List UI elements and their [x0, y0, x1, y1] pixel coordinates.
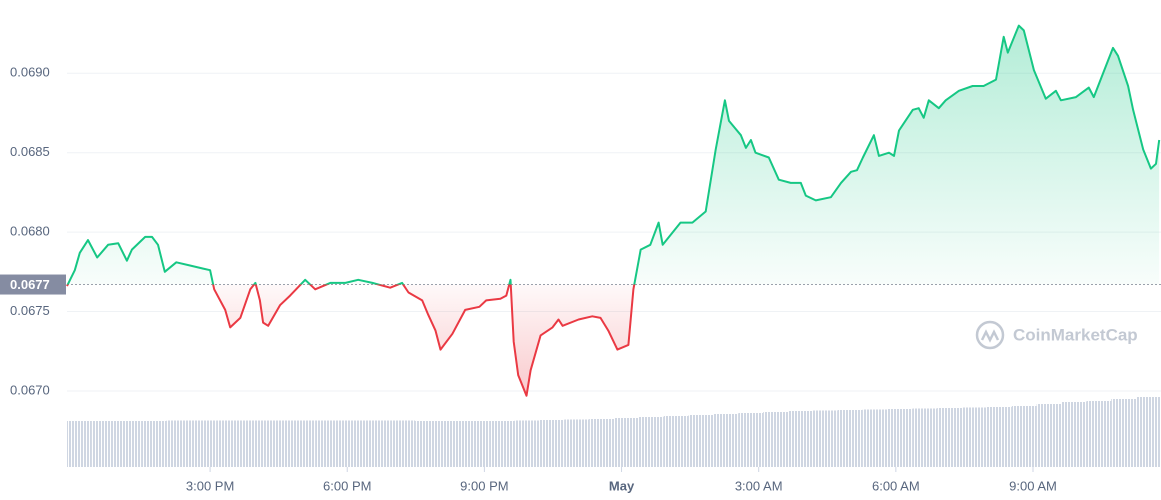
volume-bar [67, 421, 92, 467]
volume-bar [614, 418, 639, 467]
volume-bar [539, 420, 565, 467]
volume-bar [688, 415, 714, 467]
volume-bar [837, 410, 863, 467]
volume-bar [315, 420, 341, 467]
volume-bar [986, 407, 1012, 467]
volume-bar [116, 421, 142, 467]
volume-bar [663, 416, 689, 467]
volume-bar [887, 409, 913, 467]
volume-bar [1036, 404, 1062, 467]
volume-bar [912, 408, 938, 467]
volume-bar [390, 420, 416, 467]
price-line [66, 24, 1161, 397]
volume-bar [166, 420, 192, 467]
volume-bar [763, 412, 789, 467]
x-tick-label: 6:00 PM [323, 478, 371, 493]
volume-bar [241, 420, 266, 467]
volume-bar [1011, 406, 1037, 467]
volume-bar [365, 420, 391, 467]
volume-bar [290, 420, 316, 467]
volume-bar [514, 420, 540, 467]
y-tick-label: 0.0685 [10, 144, 50, 159]
volume-bar [191, 420, 217, 467]
price-area [67, 25, 1160, 396]
baseline-label: 0.0677 [10, 277, 50, 292]
watermark-text: CoinMarketCap [1013, 325, 1138, 344]
x-tick-label: 9:00 PM [460, 478, 508, 493]
volume-bar [1061, 402, 1087, 467]
volume-bar [1086, 401, 1112, 467]
volume-bar [962, 407, 987, 467]
volume-bar [1111, 399, 1137, 467]
volume-bar [464, 421, 490, 467]
volume-bar [862, 409, 888, 467]
baseline-label-box [0, 274, 66, 295]
volume-bar [439, 421, 465, 467]
volume-bar [1136, 397, 1161, 467]
y-tick-label: 0.0670 [10, 382, 50, 397]
volume-bar [489, 421, 515, 467]
volume-bar [788, 411, 813, 467]
x-tick-label: 3:00 AM [735, 478, 783, 493]
volume-bar [415, 421, 440, 467]
watermark: CoinMarketCap [975, 320, 1138, 350]
volume-bar [937, 408, 963, 467]
volume-bar [265, 420, 291, 467]
x-tick-label: May [609, 478, 635, 493]
volume-bar [216, 420, 242, 467]
x-tick-label: 3:00 PM [186, 478, 234, 493]
watermark-logo-mark [980, 329, 1000, 343]
x-tick-label: 9:00 AM [1009, 478, 1057, 493]
volume-bar [340, 420, 366, 467]
watermark-logo [975, 320, 1005, 350]
volume-bar [738, 413, 764, 467]
volume-bar [91, 421, 117, 467]
y-tick-label: 0.0690 [10, 65, 50, 80]
y-tick-label: 0.0675 [10, 303, 50, 318]
volume-bar [564, 419, 590, 467]
volume-bar [141, 421, 167, 467]
volume-bar [713, 414, 739, 467]
volume-bar [589, 419, 614, 467]
y-tick-label: 0.0680 [10, 224, 50, 239]
volume-bar [812, 410, 838, 467]
x-tick-label: 6:00 AM [872, 478, 920, 493]
volume-bar [638, 417, 664, 467]
